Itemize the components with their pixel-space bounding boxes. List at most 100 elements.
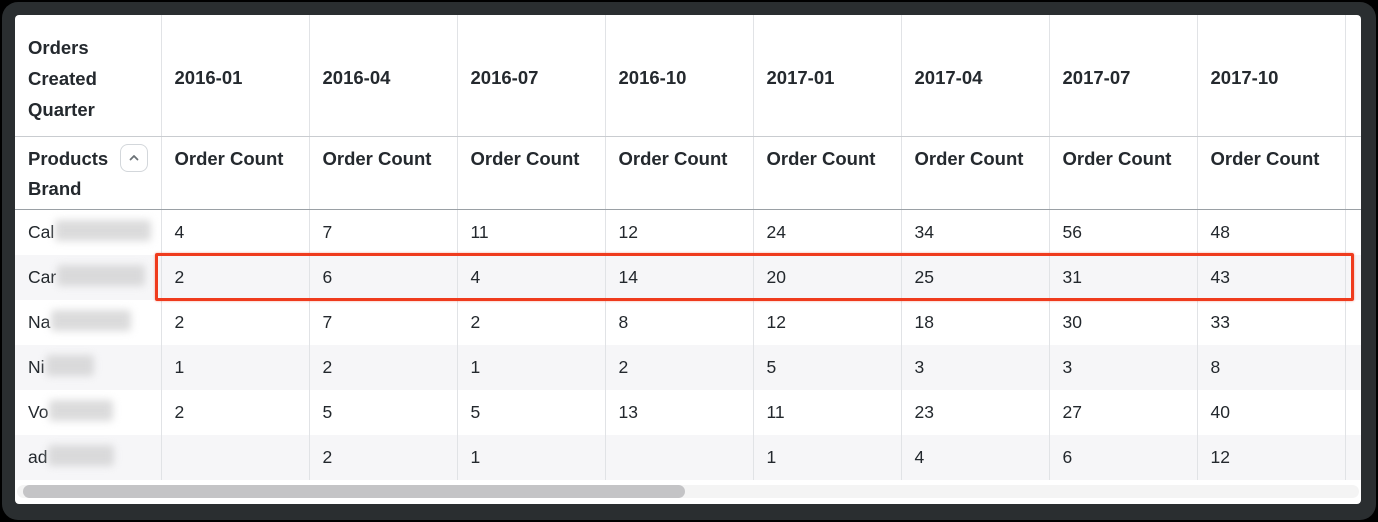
brand-prefix: Vo — [28, 401, 49, 422]
order-count-cell[interactable]: 1 — [752, 434, 901, 480]
order-count-cell[interactable]: 20 — [752, 254, 901, 300]
measure-header-cell[interactable]: Order Count — [604, 136, 753, 210]
quarter-header-row: Orders Created Quarter 2016-01 2016-04 2… — [15, 15, 1361, 137]
quarter-header-cell[interactable]: 2016-07 — [456, 15, 605, 137]
measure-header-cell[interactable]: Order Count — [1196, 136, 1345, 210]
measure-header-cell[interactable]: Order Count — [1048, 136, 1197, 210]
order-count-cell[interactable]: 5 — [752, 344, 901, 390]
clipped-column-cell — [1344, 344, 1361, 390]
order-count-cell[interactable]: 33 — [1196, 299, 1345, 345]
order-count-cell[interactable]: 12 — [752, 299, 901, 345]
order-count-cell[interactable]: 12 — [1196, 434, 1345, 480]
order-count-cell[interactable]: 4 — [900, 434, 1049, 480]
measure-label: Order Count — [1062, 147, 1172, 169]
brand-cell[interactable]: Vo — [15, 390, 161, 435]
order-count-cell[interactable]: 11 — [752, 389, 901, 435]
order-count-cell[interactable]: 2 — [160, 254, 309, 300]
redacted-brand-blur — [49, 400, 114, 422]
order-count-cell[interactable]: 30 — [1048, 299, 1197, 345]
scrollbar-thumb[interactable] — [23, 485, 685, 498]
order-count-cell[interactable]: 7 — [308, 299, 457, 345]
measure-label: Order Count — [1210, 147, 1320, 169]
quarter-header-cell[interactable]: 2017-04 — [900, 15, 1049, 137]
brand-cell[interactable]: Ni — [15, 344, 161, 390]
order-count-cell[interactable]: 27 — [1048, 389, 1197, 435]
order-count-cell[interactable]: 23 — [900, 389, 1049, 435]
order-count-cell[interactable]: 18 — [900, 299, 1049, 345]
quarter-header-cell[interactable]: 2016-01 — [160, 15, 309, 137]
order-count-cell[interactable]: 2 — [456, 299, 605, 345]
order-count-cell[interactable]: 2 — [160, 299, 309, 345]
brand-cell[interactable]: Na — [15, 300, 161, 345]
measure-header-cell[interactable]: Order Count — [900, 136, 1049, 210]
quarter-header-cell[interactable]: 2016-10 — [604, 15, 753, 137]
brand-cell[interactable]: Cal — [15, 209, 161, 255]
brand-cell[interactable]: ad — [15, 434, 161, 480]
measure-label: Order Count — [174, 147, 284, 169]
quarter-label: 2017-10 — [1210, 67, 1279, 89]
measure-header-cell[interactable]: Order Count — [752, 136, 901, 210]
brand-prefix: Ni — [28, 356, 45, 377]
quarter-label: 2017-07 — [1062, 67, 1131, 89]
clipped-column-cell — [1344, 136, 1361, 210]
order-count-cell[interactable]: 24 — [752, 209, 901, 255]
redacted-brand-blur — [55, 220, 152, 242]
order-count-cell[interactable] — [604, 434, 753, 480]
pivot-table: Orders Created Quarter 2016-01 2016-04 2… — [15, 15, 1361, 480]
clipped-column-cell — [1344, 254, 1361, 300]
order-count-cell[interactable]: 6 — [308, 254, 457, 300]
quarter-header-cell[interactable]: 2017-10 — [1196, 15, 1345, 137]
order-count-cell[interactable]: 2 — [160, 389, 309, 435]
order-count-cell[interactable]: 2 — [308, 434, 457, 480]
order-count-cell[interactable]: 11 — [456, 209, 605, 255]
order-count-cell[interactable]: 5 — [456, 389, 605, 435]
clipped-column-cell — [1344, 299, 1361, 345]
order-count-cell[interactable]: 8 — [604, 299, 753, 345]
brand-prefix: Car — [28, 266, 57, 287]
order-count-cell[interactable]: 8 — [1196, 344, 1345, 390]
order-count-cell[interactable]: 25 — [900, 254, 1049, 300]
order-count-cell[interactable]: 4 — [160, 209, 309, 255]
order-count-cell[interactable]: 12 — [604, 209, 753, 255]
measure-label: Order Count — [470, 147, 580, 169]
order-count-cell[interactable] — [160, 434, 309, 480]
measure-label: Order Count — [766, 147, 876, 169]
order-count-cell[interactable]: 14 — [604, 254, 753, 300]
order-count-cell[interactable]: 31 — [1048, 254, 1197, 300]
order-count-cell[interactable]: 3 — [900, 344, 1049, 390]
quarter-label: 2017-01 — [766, 67, 835, 89]
quarter-header-cell[interactable]: 2017-07 — [1048, 15, 1197, 137]
order-count-cell[interactable]: 43 — [1196, 254, 1345, 300]
order-count-cell[interactable]: 1 — [456, 434, 605, 480]
order-count-cell[interactable]: 48 — [1196, 209, 1345, 255]
corner-header-cell: Orders Created Quarter — [15, 15, 161, 137]
order-count-cell[interactable]: 6 — [1048, 434, 1197, 480]
brand-cell[interactable]: Car — [15, 254, 161, 300]
measure-header-cell[interactable]: Order Count — [308, 136, 457, 210]
order-count-cell[interactable]: 4 — [456, 254, 605, 300]
table-row: Vo 2 5 5 13 11 23 27 40 — [15, 389, 1361, 435]
order-count-cell[interactable]: 1 — [160, 344, 309, 390]
order-count-cell[interactable]: 5 — [308, 389, 457, 435]
order-count-cell[interactable]: 40 — [1196, 389, 1345, 435]
brand-prefix: ad — [28, 446, 48, 467]
order-count-cell[interactable]: 7 — [308, 209, 457, 255]
sort-ascending-button[interactable] — [119, 143, 148, 172]
clipped-column-cell — [1344, 389, 1361, 435]
measure-header-cell[interactable]: Order Count — [160, 136, 309, 210]
quarter-header-cell[interactable]: 2016-04 — [308, 15, 457, 137]
order-count-cell[interactable]: 56 — [1048, 209, 1197, 255]
row-dimension-header-cell[interactable]: Products Brand — [15, 136, 161, 210]
order-count-cell[interactable]: 2 — [604, 344, 753, 390]
clipped-column-cell — [1344, 434, 1361, 480]
order-count-cell[interactable]: 2 — [308, 344, 457, 390]
order-count-cell[interactable]: 3 — [1048, 344, 1197, 390]
order-count-cell[interactable]: 1 — [456, 344, 605, 390]
measure-header-cell[interactable]: Order Count — [456, 136, 605, 210]
order-count-cell[interactable]: 34 — [900, 209, 1049, 255]
measure-header-row: Products Brand Order Count Order Count O… — [15, 136, 1361, 210]
order-count-cell[interactable]: 13 — [604, 389, 753, 435]
table-row: Cal 4 7 11 12 24 34 56 48 — [15, 209, 1361, 255]
horizontal-scrollbar[interactable] — [17, 485, 1359, 498]
quarter-header-cell[interactable]: 2017-01 — [752, 15, 901, 137]
